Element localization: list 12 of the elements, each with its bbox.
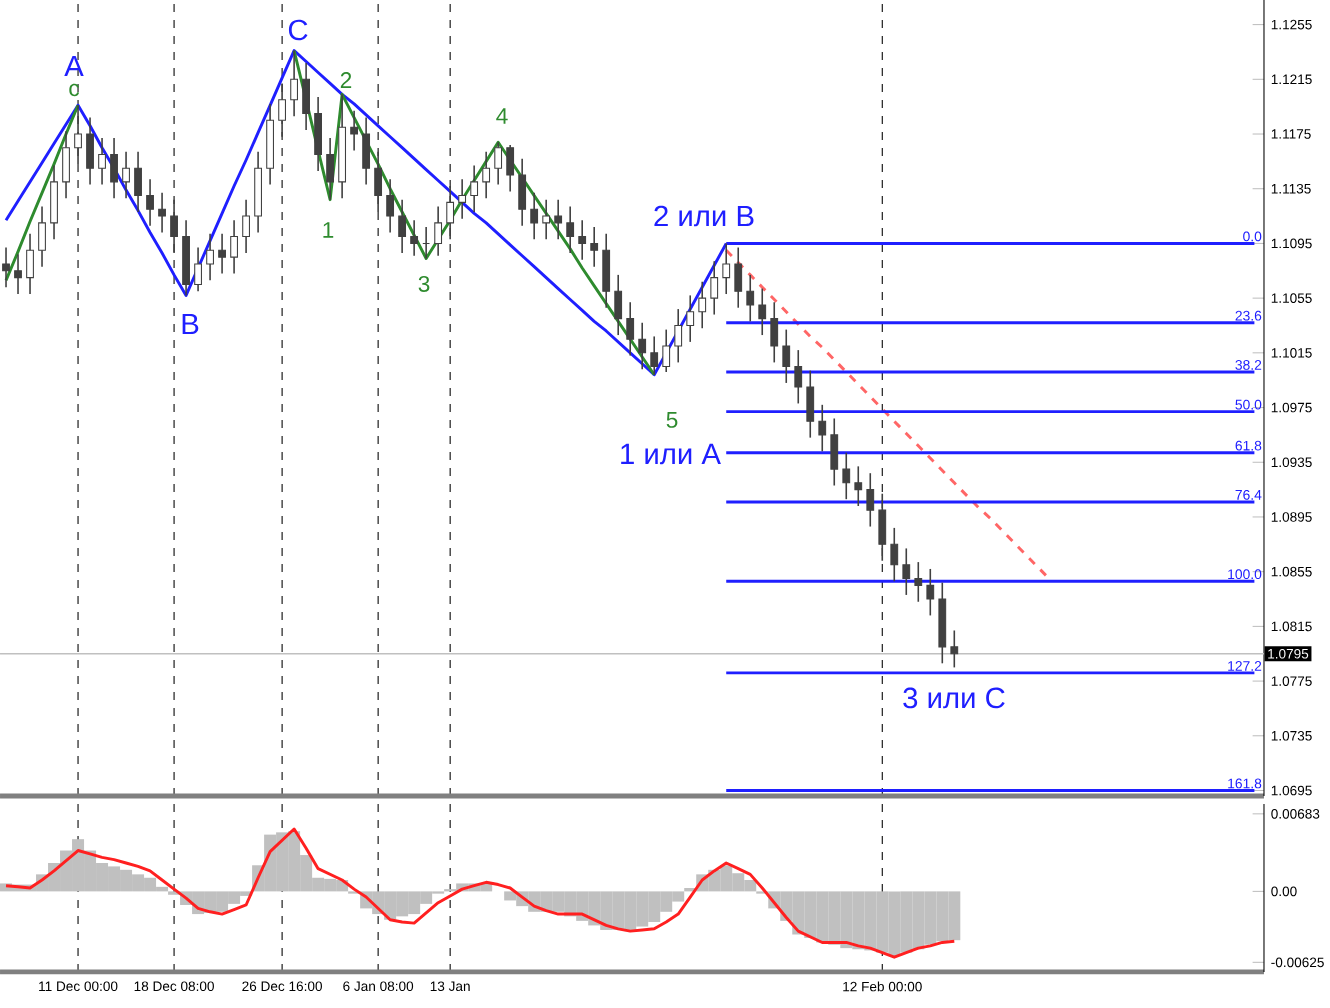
annotation: c (69, 83, 80, 97)
annotation: 1 (323, 222, 334, 238)
annotation: 5 (666, 412, 678, 428)
annotation: 2 (340, 72, 352, 88)
annotation: 2 или B (654, 205, 754, 227)
annotation: 1 или A (621, 443, 721, 465)
annotation: 3 или C (903, 687, 1005, 709)
annotation: 3 (418, 275, 430, 292)
annotation: C (288, 19, 308, 41)
annotation: 4 (496, 108, 508, 124)
annotation: A (64, 55, 84, 77)
annotation: B (182, 313, 199, 335)
